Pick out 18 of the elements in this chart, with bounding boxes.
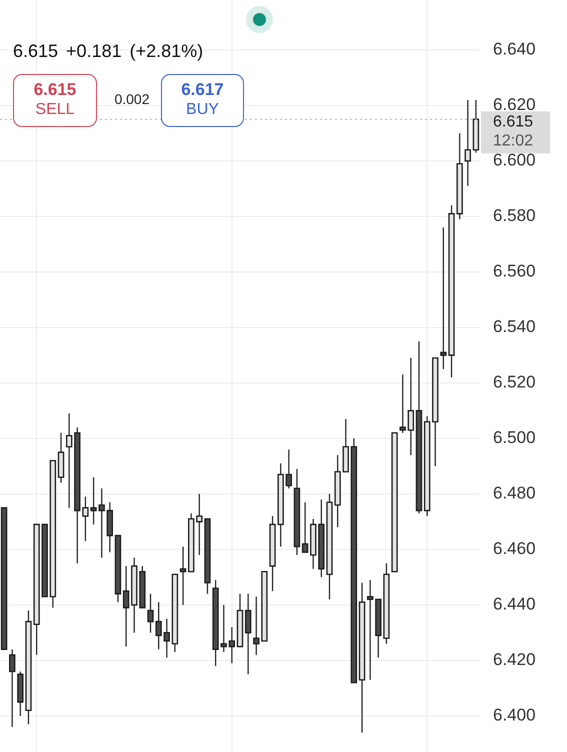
y-tick-label: 6.620 <box>493 95 536 114</box>
y-tick-label: 6.600 <box>493 150 536 170</box>
y-tick-label: 6.560 <box>493 262 536 281</box>
y-tick-label: 6.500 <box>493 428 536 448</box>
y-tick-label: 6.400 <box>493 706 536 725</box>
y-tick-label: 6.440 <box>493 594 536 614</box>
text: 6.615 +0.181 (+2.81%) <box>13 41 204 62</box>
ref-line-label: 6.615 12:02 <box>493 114 534 150</box>
y-tick-label: 6.580 <box>493 206 536 226</box>
y-tick-label: 6.460 <box>493 539 536 558</box>
price-button[interactable]: 6.617 BUY <box>161 74 244 127</box>
y-tick-label: 6.640 <box>493 40 536 59</box>
y-tick-label: 6.480 <box>493 484 536 503</box>
annotation: 0.002 <box>113 91 151 107</box>
y-tick-label: 6.420 <box>493 650 536 670</box>
price-button[interactable]: 6.615 SELL <box>13 74 97 127</box>
y-tick-label: 6.540 <box>493 317 536 336</box>
y-tick-label: 6.520 <box>493 372 536 392</box>
